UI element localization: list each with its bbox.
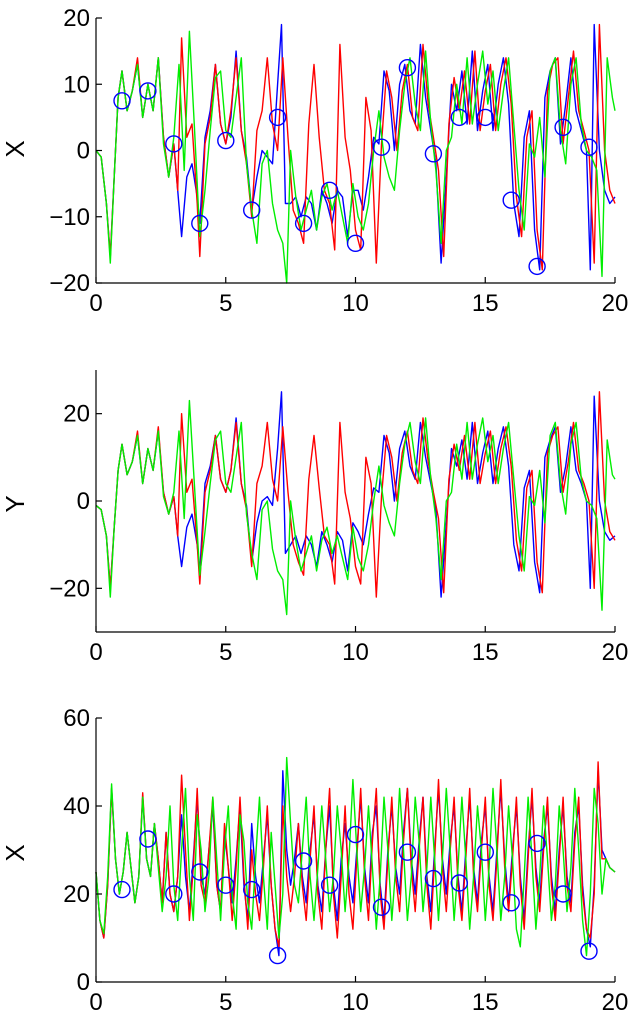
top-x-axis-label: X [0, 140, 30, 157]
bottom-x-circle-marker-19 [580, 942, 598, 960]
middle-y-series-group [95, 391, 616, 616]
bottom-x-circle-marker-17 [528, 834, 546, 853]
top-x-y-tick-label-2: 0 [77, 138, 90, 165]
top-x-circle-marker-4 [191, 214, 209, 233]
middle-y-series-line-2 [95, 399, 616, 616]
middle-y-x-tick-label-3: 15 [472, 639, 499, 666]
bottom-x-y-tick-label-2: 40 [63, 793, 90, 820]
top-x-circle-marker-16 [502, 191, 520, 209]
bottom-x-series-group [95, 756, 616, 957]
middle-y-axis-label: Y [0, 495, 30, 512]
bottom-x-circle-marker-15 [476, 843, 494, 861]
bottom-x-circle-marker-4 [191, 863, 209, 881]
bottom-x-circle-marker-6 [242, 880, 261, 899]
bottom-x-circle-marker-9 [320, 876, 339, 894]
bottom-x-circle-marker-16 [502, 894, 520, 912]
bottom-x-x-tick-label-1: 5 [219, 989, 232, 1016]
bottom-x-x-tick-label-3: 15 [472, 989, 499, 1016]
top-x-circle-marker-10 [346, 234, 365, 253]
top-x-circle-marker-6 [242, 201, 261, 219]
top-x-circle-marker-1 [113, 92, 131, 110]
bottom-x-axes-group: 0 5 10 15 20 0 20 40 60 [63, 705, 628, 1016]
top-x-circle-marker-11 [372, 138, 391, 156]
middle-y-x-tick-label-0: 0 [89, 639, 102, 666]
top-x-circle-marker-9 [320, 181, 339, 200]
middle-y-x-tick-label-1: 5 [219, 639, 232, 666]
bottom-x-circle-marker-2 [139, 830, 157, 848]
middle-y-x-tick-label-2: 10 [342, 639, 369, 666]
top-x-x-tick-label-4: 20 [602, 290, 629, 317]
bottom-x-y-tick-label-3: 60 [63, 705, 90, 732]
bottom-x-circle-marker-10 [346, 825, 365, 844]
middle-y-x-tick-label-4: 20 [602, 639, 629, 666]
top-x-circle-marker-7 [268, 108, 287, 127]
bottom-x-y-tick-label-1: 20 [63, 881, 90, 908]
top-x-circle-marker-12 [398, 58, 417, 77]
top-x-axes-group: 0 5 10 15 20 −20 −10 0 10 20 [49, 5, 628, 317]
top-x-y-tick-label-3: 10 [63, 71, 90, 98]
top-x-circle-marker-19 [580, 138, 598, 156]
top-x-y-tick-label-1: −10 [49, 204, 90, 231]
bottom-x-chart-panel: 0 5 10 15 20 0 20 40 60 X [0, 705, 628, 1016]
top-x-y-tick-label-0: −20 [49, 270, 90, 297]
bottom-x-series-line-1 [95, 761, 616, 948]
bottom-x-x-tick-label-4: 20 [602, 989, 629, 1016]
bottom-x-marker-group [113, 825, 598, 965]
top-x-x-tick-label-3: 15 [472, 290, 499, 317]
middle-y-axes-group: 0 5 10 15 20 −20 0 20 [49, 370, 628, 666]
bottom-x-circle-marker-11 [372, 898, 391, 916]
bottom-x-circle-marker-13 [424, 869, 443, 888]
top-x-series-group [95, 23, 616, 284]
middle-y-chart-panel: 0 5 10 15 20 −20 0 20 Y [0, 370, 628, 666]
bottom-x-circle-marker-14 [450, 874, 468, 892]
bottom-x-circle-marker-1 [113, 880, 131, 899]
bottom-x-axis-label: X [0, 844, 30, 861]
top-x-series-line-2 [95, 30, 616, 284]
top-x-series-line-1 [95, 23, 616, 271]
top-x-y-tick-label-4: 20 [63, 5, 90, 32]
top-x-circle-marker-17 [528, 257, 546, 276]
bottom-x-x-tick-label-2: 10 [342, 989, 369, 1016]
middle-y-series-line-1 [95, 391, 616, 598]
top-x-circle-marker-14 [450, 108, 468, 127]
bottom-x-circle-marker-3 [165, 885, 183, 903]
top-x-circle-marker-15 [476, 108, 494, 127]
top-x-x-tick-label-2: 10 [342, 290, 369, 317]
top-x-circle-marker-5 [217, 131, 235, 150]
top-x-circle-marker-2 [139, 82, 157, 100]
middle-y-y-tick-label-2: 20 [63, 401, 90, 428]
bottom-x-circle-marker-12 [398, 843, 417, 861]
bottom-x-x-tick-label-0: 0 [89, 989, 102, 1016]
middle-y-y-tick-label-0: −20 [49, 575, 90, 602]
bottom-x-circle-marker-18 [554, 885, 572, 903]
top-x-circle-marker-13 [424, 145, 443, 163]
bottom-x-circle-marker-5 [217, 876, 235, 894]
top-x-marker-group [113, 58, 598, 276]
top-x-circle-marker-3 [165, 135, 183, 153]
bottom-x-y-tick-label-0: 0 [77, 969, 90, 996]
top-x-circle-marker-8 [294, 214, 313, 233]
bottom-x-circle-marker-8 [294, 852, 313, 870]
top-x-chart-panel: 0 5 10 15 20 −20 −10 0 10 20 X [0, 5, 628, 317]
top-x-x-tick-label-0: 0 [89, 290, 102, 317]
bottom-x-circle-marker-7 [268, 946, 287, 965]
middle-y-y-tick-label-1: 0 [77, 488, 90, 515]
top-x-circle-marker-18 [554, 118, 572, 137]
top-x-x-tick-label-1: 5 [219, 290, 232, 317]
bottom-x-series-line-2 [95, 756, 616, 957]
